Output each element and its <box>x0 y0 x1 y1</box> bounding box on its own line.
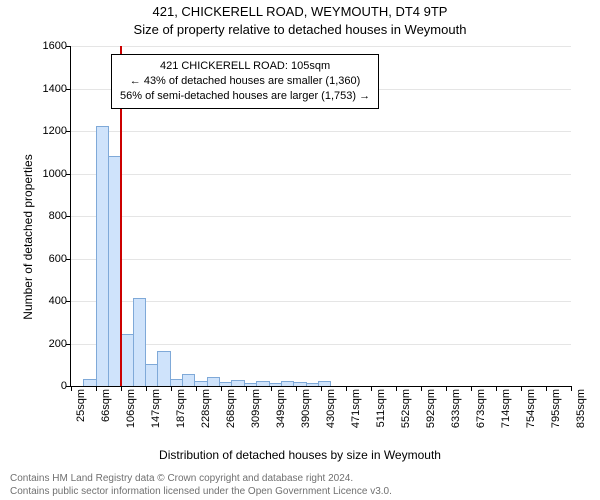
x-tick-label: 673sqm <box>475 389 487 439</box>
histogram-bar <box>256 381 269 386</box>
histogram-bar <box>231 380 244 386</box>
x-tick-mark <box>371 386 372 391</box>
x-tick-mark <box>71 386 72 391</box>
x-tick-label: 349sqm <box>275 389 287 439</box>
histogram-bar <box>170 379 183 386</box>
x-tick-mark <box>221 386 222 391</box>
x-tick-label: 66sqm <box>100 389 112 439</box>
x-tick-mark <box>521 386 522 391</box>
y-tick-label: 1200 <box>27 125 67 137</box>
x-tick-label: 592sqm <box>425 389 437 439</box>
x-tick-mark <box>321 386 322 391</box>
annotation-line-1: 421 CHICKERELL ROAD: 105sqm <box>120 59 370 74</box>
x-tick-label: 714sqm <box>500 389 512 439</box>
gridline <box>71 46 571 47</box>
y-tick-label: 1600 <box>27 40 67 52</box>
histogram-bar <box>306 383 319 386</box>
x-tick-mark <box>246 386 247 391</box>
histogram-bar <box>293 382 306 386</box>
x-tick-label: 106sqm <box>125 389 137 439</box>
x-tick-mark <box>496 386 497 391</box>
x-axis-label: Distribution of detached houses by size … <box>0 448 600 462</box>
histogram-bar <box>83 379 96 386</box>
attribution-footer: Contains HM Land Registry data © Crown c… <box>10 473 392 498</box>
y-tick-label: 600 <box>27 253 67 265</box>
y-tick-label: 800 <box>27 210 67 222</box>
x-tick-mark <box>171 386 172 391</box>
title-line-2: Size of property relative to detached ho… <box>0 22 600 37</box>
histogram-bar <box>96 126 109 386</box>
histogram-bar <box>318 381 331 386</box>
annotation-line-2: ← 43% of detached houses are smaller (1,… <box>120 74 370 89</box>
x-tick-label: 633sqm <box>450 389 462 439</box>
reference-annotation-box: 421 CHICKERELL ROAD: 105sqm ← 43% of det… <box>111 54 379 109</box>
x-tick-mark <box>571 386 572 391</box>
histogram-bar <box>157 351 170 386</box>
x-tick-label: 147sqm <box>150 389 162 439</box>
x-tick-label: 268sqm <box>225 389 237 439</box>
x-tick-label: 835sqm <box>575 389 587 439</box>
x-tick-label: 754sqm <box>525 389 537 439</box>
histogram-bar <box>108 156 121 387</box>
x-tick-label: 471sqm <box>350 389 362 439</box>
x-tick-label: 795sqm <box>550 389 562 439</box>
x-tick-mark <box>471 386 472 391</box>
x-tick-label: 552sqm <box>400 389 412 439</box>
x-tick-mark <box>121 386 122 391</box>
histogram-bar <box>145 364 158 386</box>
x-tick-label: 511sqm <box>375 389 387 439</box>
histogram-bar <box>133 298 146 386</box>
footer-line-2: Contains public sector information licen… <box>10 486 392 499</box>
y-tick-label: 200 <box>27 338 67 350</box>
y-tick-label: 0 <box>27 380 67 392</box>
gridline <box>71 174 571 175</box>
figure-container: 421, CHICKERELL ROAD, WEYMOUTH, DT4 9TP … <box>0 0 600 500</box>
x-tick-label: 228sqm <box>200 389 212 439</box>
gridline <box>71 216 571 217</box>
x-tick-label: 390sqm <box>300 389 312 439</box>
x-tick-mark <box>446 386 447 391</box>
x-tick-mark <box>296 386 297 391</box>
x-tick-mark <box>196 386 197 391</box>
histogram-bar <box>182 374 195 386</box>
histogram-bar <box>207 377 220 387</box>
x-tick-label: 187sqm <box>175 389 187 439</box>
x-tick-label: 430sqm <box>325 389 337 439</box>
y-tick-label: 400 <box>27 295 67 307</box>
y-tick-label: 1000 <box>27 168 67 180</box>
x-tick-mark <box>546 386 547 391</box>
chart-plot-area: 421 CHICKERELL ROAD: 105sqm ← 43% of det… <box>70 46 571 387</box>
histogram-bar <box>281 381 294 386</box>
x-tick-mark <box>271 386 272 391</box>
x-tick-mark <box>146 386 147 391</box>
footer-line-1: Contains HM Land Registry data © Crown c… <box>10 473 392 486</box>
y-tick-label: 1400 <box>27 83 67 95</box>
x-tick-mark <box>396 386 397 391</box>
x-tick-mark <box>421 386 422 391</box>
x-tick-mark <box>346 386 347 391</box>
x-tick-label: 25sqm <box>75 389 87 439</box>
x-tick-mark <box>96 386 97 391</box>
histogram-bar <box>120 334 133 386</box>
x-tick-label: 309sqm <box>250 389 262 439</box>
gridline <box>71 131 571 132</box>
title-line-1: 421, CHICKERELL ROAD, WEYMOUTH, DT4 9TP <box>0 4 600 19</box>
gridline <box>71 259 571 260</box>
annotation-line-3: 56% of semi-detached houses are larger (… <box>120 89 370 104</box>
